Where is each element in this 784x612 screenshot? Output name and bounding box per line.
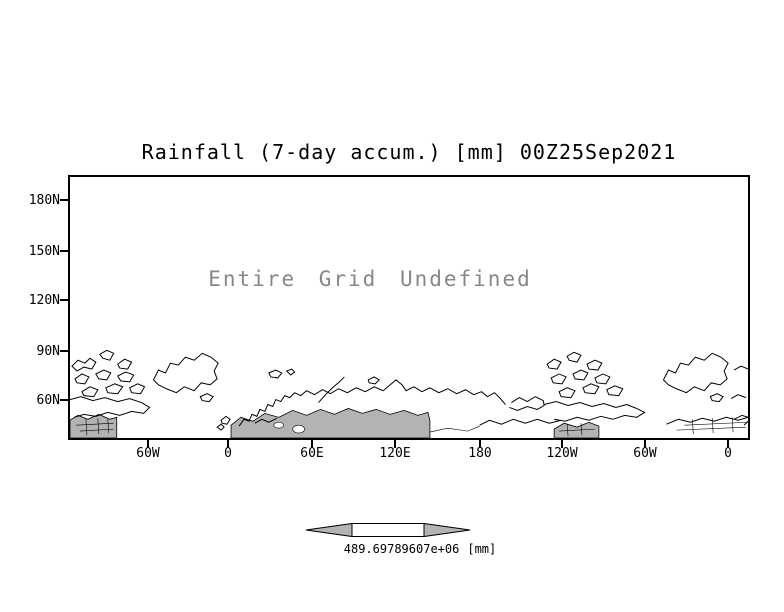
colorbar bbox=[305, 522, 471, 538]
y-tick-mark bbox=[60, 399, 68, 401]
y-tick-label: 60N bbox=[36, 393, 60, 408]
coastlines bbox=[70, 349, 748, 431]
colorbar-unit-label: [mm] bbox=[467, 542, 497, 556]
x-tick-label: 60E bbox=[300, 446, 324, 461]
x-tick-label: 120W bbox=[546, 446, 578, 461]
x-tick-mark bbox=[479, 440, 481, 448]
x-tick-label: 0 bbox=[724, 446, 732, 461]
colorbar-value-label: 489.69789607e+06 bbox=[343, 542, 460, 556]
colorbar-right-arrow bbox=[423, 522, 471, 538]
colorbar-left-arrow bbox=[305, 522, 353, 538]
y-tick-mark bbox=[60, 350, 68, 352]
plot-area: Entire Grid Undefined bbox=[68, 175, 750, 440]
x-tick-label: 0 bbox=[224, 446, 232, 461]
x-tick-mark bbox=[644, 440, 646, 448]
y-tick-label: 180N bbox=[28, 193, 60, 208]
x-tick-mark bbox=[311, 440, 313, 448]
chart-title: Rainfall (7-day accum.) [mm] 00Z25Sep202… bbox=[141, 140, 677, 164]
y-tick-label: 120N bbox=[28, 293, 60, 308]
colorbar-labels: 489.69789607e+06 [mm] bbox=[320, 542, 520, 556]
lakes bbox=[273, 421, 305, 434]
land-shading bbox=[70, 408, 600, 438]
x-tick-label: 60W bbox=[136, 446, 160, 461]
x-tick-mark bbox=[394, 440, 396, 448]
x-tick-mark bbox=[147, 440, 149, 448]
y-tick-label: 90N bbox=[36, 344, 60, 359]
y-tick-mark bbox=[60, 250, 68, 252]
x-tick-label: 180 bbox=[468, 446, 492, 461]
y-tick-mark bbox=[60, 199, 68, 201]
x-tick-mark bbox=[561, 440, 563, 448]
colorbar-middle-cell bbox=[351, 523, 425, 537]
x-tick-mark bbox=[727, 440, 729, 448]
y-tick-mark bbox=[60, 299, 68, 301]
undefined-grid-annotation: Entire Grid Undefined bbox=[208, 267, 532, 291]
world-coastline-map bbox=[70, 349, 748, 438]
x-tick-mark bbox=[227, 440, 229, 448]
border-lines bbox=[75, 417, 748, 437]
y-tick-label: 150N bbox=[28, 244, 60, 259]
x-tick-label: 120E bbox=[379, 446, 411, 461]
x-tick-label: 60W bbox=[633, 446, 657, 461]
